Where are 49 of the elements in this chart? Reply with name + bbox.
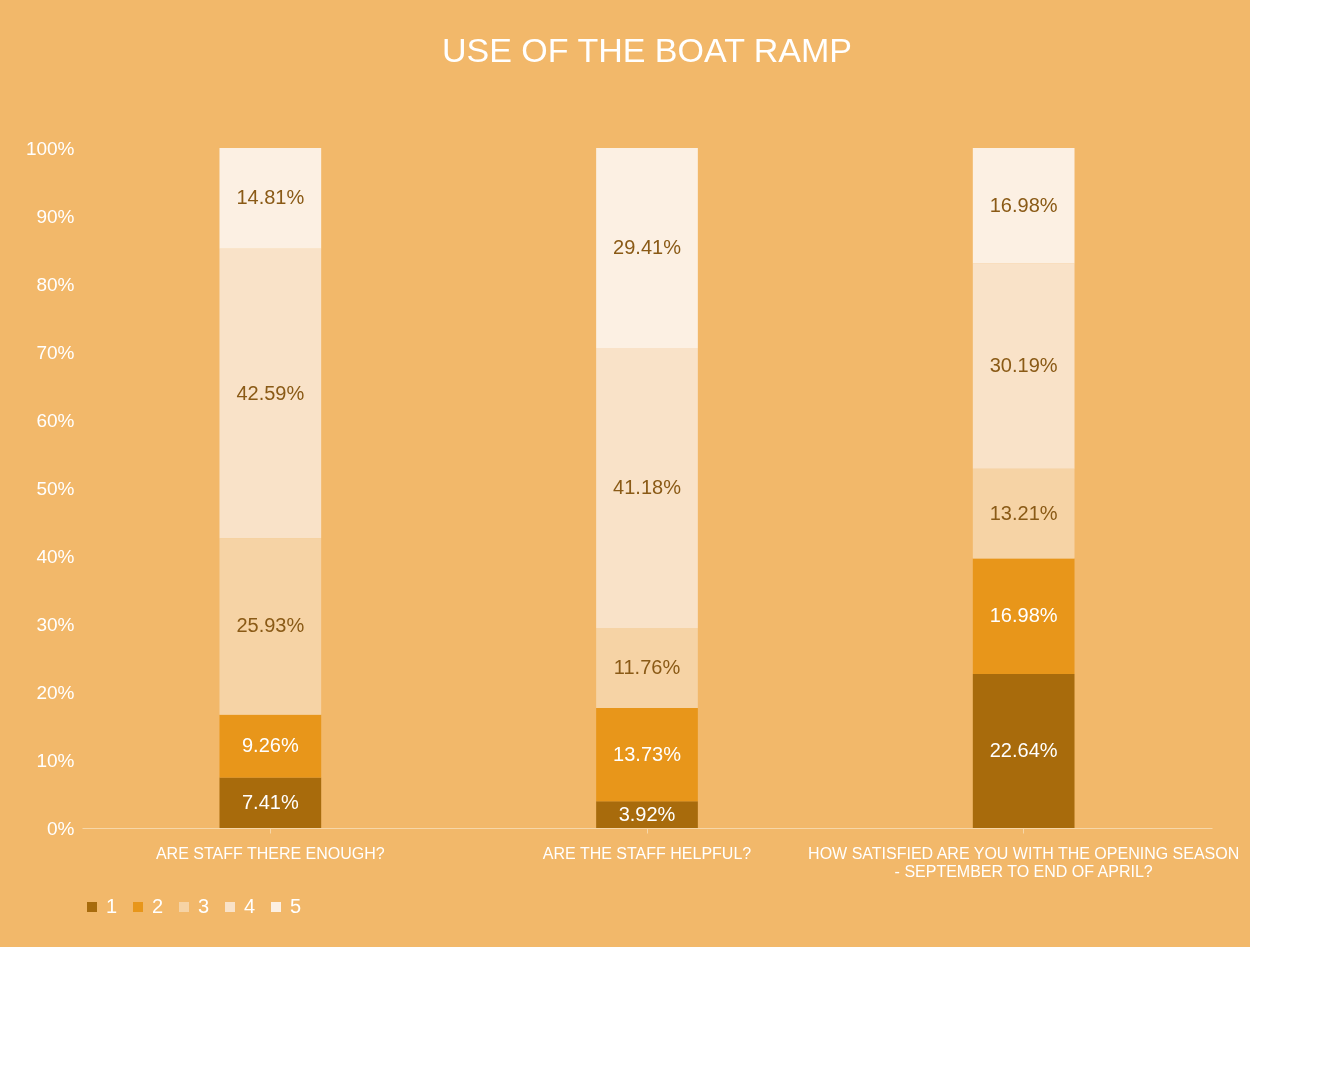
bar [596,347,698,629]
bar [972,674,1075,828]
data-label: 14.81% [236,186,305,209]
legend-label: 2 [152,895,164,917]
data-label: 13.21% [989,501,1058,524]
bar [219,777,322,828]
y-tick-label: 30% [36,613,75,635]
data-label: 11.76% [613,656,681,678]
data-label: 25.93% [236,614,305,637]
data-label: 3.92% [618,802,676,825]
data-label: 7.41% [241,790,299,813]
data-label: 22.64% [989,739,1058,762]
data-label: 30.19% [989,354,1058,377]
bar [972,558,1075,675]
y-tick-label: 80% [36,273,75,295]
data-label: 13.73% [613,742,682,765]
bar [596,707,698,802]
data-label: 16.98% [989,604,1058,627]
bar [219,148,322,249]
data-label: 29.41% [613,235,682,258]
bar [596,628,698,708]
bar [219,248,322,539]
y-tick-label: 70% [36,341,75,363]
y-tick-label: 50% [36,477,75,499]
data-label: 16.98% [989,193,1058,216]
y-tick-label: 20% [36,681,75,703]
legend-label: 3 [198,895,210,917]
bar [972,468,1075,559]
data-label: 41.18% [613,476,682,498]
data-label: 42.59% [236,381,305,404]
legend-label: 4 [244,895,256,917]
chart-title: USE OF THE BOAT RAMP [442,31,852,69]
bar [972,148,1075,264]
y-tick-label: 10% [36,749,75,771]
legend-label: 1 [106,895,118,917]
bar [972,263,1075,469]
bar [219,538,322,715]
data-label: 9.26% [241,734,299,757]
y-tick-label: 100% [25,137,75,159]
bar [596,148,698,348]
y-tick-label: 90% [36,205,75,227]
bar [219,714,322,778]
x-tick-label: ARE STAFF THERE ENOUGH? [155,844,385,862]
y-tick-label: 0% [47,817,75,839]
y-tick-label: 60% [36,409,75,431]
y-tick-label: 40% [36,545,75,567]
legend-label: 5 [290,895,302,917]
x-tick-label: ARE THE STAFF HELPFUL? [542,844,752,862]
x-tick-label: HOW SATISFIED ARE YOU WITH THE OPENING SEASON - SEPTEMBER TO END OF APRIL? [808,844,1240,880]
